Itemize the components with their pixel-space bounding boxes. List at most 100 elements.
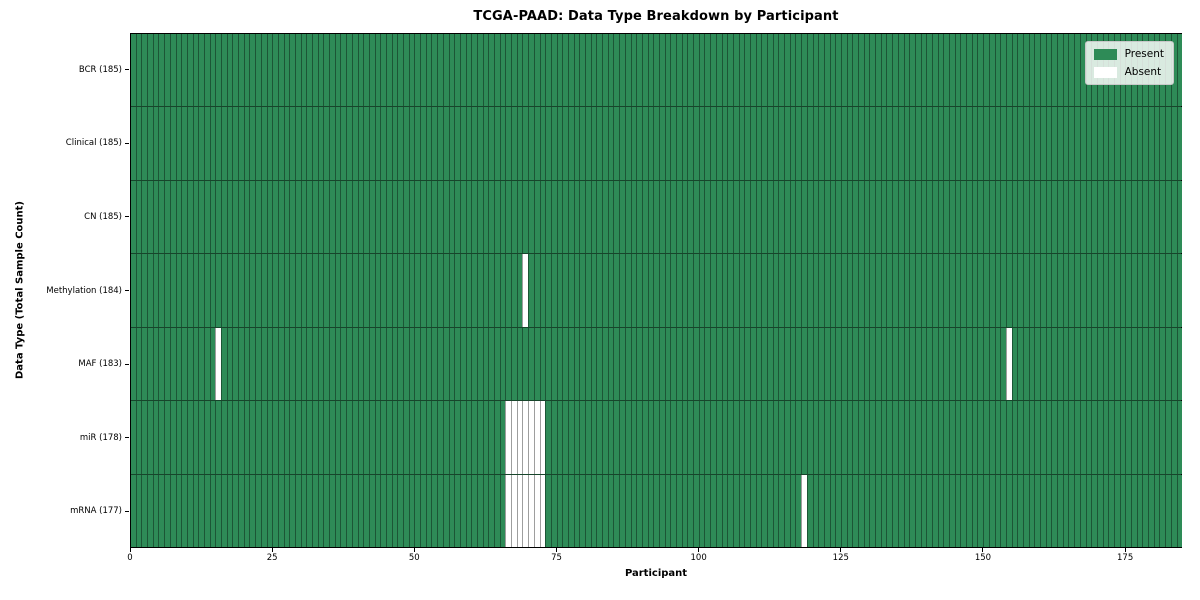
heatmap-cell-present — [249, 327, 256, 401]
heatmap-cell-present — [687, 107, 694, 180]
heatmap-cell-present — [596, 327, 603, 401]
heatmap-cell-present — [215, 34, 221, 107]
heatmap-cell-present — [1040, 474, 1046, 547]
heatmap-cell-present — [158, 180, 165, 254]
heatmap-cell-present — [1068, 401, 1075, 474]
heatmap-cell-present — [147, 34, 153, 107]
heatmap-cell-present — [1000, 254, 1006, 327]
heatmap-cell-present — [454, 327, 460, 401]
heatmap-cell-present — [920, 254, 927, 327]
heatmap-cell-present — [260, 180, 267, 254]
heatmap-cell-present — [499, 474, 506, 547]
heatmap-cell-present — [539, 327, 546, 401]
heatmap-cell-present — [1136, 327, 1143, 401]
heatmap-cell-present — [158, 401, 165, 474]
heatmap-cell-present — [704, 401, 711, 474]
heatmap-cell-present — [1102, 401, 1109, 474]
heatmap-cell-present — [590, 34, 597, 107]
heatmap-cell-present — [1165, 180, 1171, 254]
heatmap-cell-present — [221, 327, 227, 401]
heatmap-cell-present — [289, 401, 295, 474]
heatmap-cell-present — [164, 254, 170, 327]
heatmap-cell-absent — [528, 401, 534, 474]
heatmap-cell-present — [437, 180, 443, 254]
heatmap-cell-present — [1113, 107, 1120, 180]
heatmap-cell-present — [596, 107, 603, 180]
heatmap-cell-present — [1000, 327, 1006, 401]
heatmap-cell-present — [789, 474, 796, 547]
heatmap-cell-present — [960, 474, 967, 547]
heatmap-cell-present — [727, 34, 733, 107]
heatmap-cell-present — [397, 474, 403, 547]
heatmap-cell-present — [943, 474, 949, 547]
heatmap-cell-present — [641, 180, 648, 254]
x-tick-mark — [698, 548, 700, 552]
heatmap-cell-present — [277, 34, 284, 107]
heatmap-cell-present — [471, 401, 477, 474]
heatmap-cell-present — [306, 327, 312, 401]
heatmap-cell-present — [505, 180, 512, 254]
heatmap-cell-present — [761, 107, 767, 180]
heatmap-cell-present — [471, 107, 477, 180]
heatmap-cell-present — [727, 254, 733, 327]
heatmap-cell-present — [954, 401, 961, 474]
heatmap-cell-present — [863, 254, 870, 327]
heatmap-cell-present — [522, 34, 529, 107]
heatmap-row-BCR — [131, 34, 1183, 107]
heatmap-cell-present — [374, 107, 381, 180]
legend-label: Absent — [1124, 66, 1162, 78]
heatmap-cell-present — [408, 34, 415, 107]
heatmap-cell-present — [346, 34, 352, 107]
heatmap-cell-present — [346, 254, 352, 327]
heatmap-cell-present — [198, 474, 204, 547]
heatmap-cell-present — [221, 401, 227, 474]
y-tick-mark — [125, 69, 129, 71]
heatmap-cell-present — [687, 34, 694, 107]
heatmap-cell-present — [875, 254, 881, 327]
heatmap-cell-present — [704, 107, 711, 180]
heatmap-cell-present — [818, 107, 824, 180]
heatmap-cell-present — [391, 34, 398, 107]
heatmap-cell-present — [1057, 34, 1063, 107]
heatmap-cell-present — [266, 34, 273, 107]
heatmap-cell-present — [977, 180, 984, 254]
heatmap-cell-present — [619, 107, 625, 180]
heatmap-cell-present — [812, 474, 819, 547]
heatmap-cell-present — [1085, 327, 1092, 401]
heatmap-cell-present — [897, 107, 904, 180]
heatmap-cell-present — [1017, 254, 1023, 327]
heatmap-cell-present — [425, 180, 432, 254]
heatmap-cell-present — [215, 401, 221, 474]
heatmap-cell-present — [903, 180, 910, 254]
heatmap-cell-present — [573, 254, 580, 327]
heatmap-cell-present — [1057, 327, 1063, 401]
heatmap-cell-present — [670, 474, 676, 547]
heatmap-cell-present — [425, 474, 432, 547]
heatmap-cell-present — [131, 327, 136, 401]
heatmap-cell-present — [442, 180, 449, 254]
heatmap-cell-absent — [511, 474, 517, 547]
heatmap-cell-present — [408, 180, 415, 254]
heatmap-cell-present — [670, 107, 676, 180]
heatmap-cell-present — [471, 180, 477, 254]
heatmap-cell-present — [215, 107, 221, 180]
heatmap-cell-present — [476, 107, 483, 180]
heatmap-cell-present — [687, 254, 694, 327]
heatmap-cell-present — [323, 254, 330, 327]
heatmap-cell-present — [1142, 401, 1149, 474]
heatmap-cell-present — [624, 254, 631, 327]
heatmap-cell-present — [294, 34, 301, 107]
heatmap-cell-present — [158, 327, 165, 401]
heatmap-cell-present — [1113, 401, 1120, 474]
heatmap-cell-present — [590, 327, 597, 401]
heatmap-cell-present — [334, 474, 341, 547]
heatmap-cell-present — [203, 107, 210, 180]
heatmap-cell-present — [363, 34, 369, 107]
heatmap-cell-present — [829, 401, 836, 474]
heatmap-cell-present — [255, 180, 261, 254]
heatmap-cell-present — [761, 34, 767, 107]
heatmap-cell-present — [710, 327, 716, 401]
heatmap-cell-present — [1170, 107, 1177, 180]
heatmap-cell-present — [1034, 34, 1040, 107]
heatmap-cell-present — [954, 107, 961, 180]
